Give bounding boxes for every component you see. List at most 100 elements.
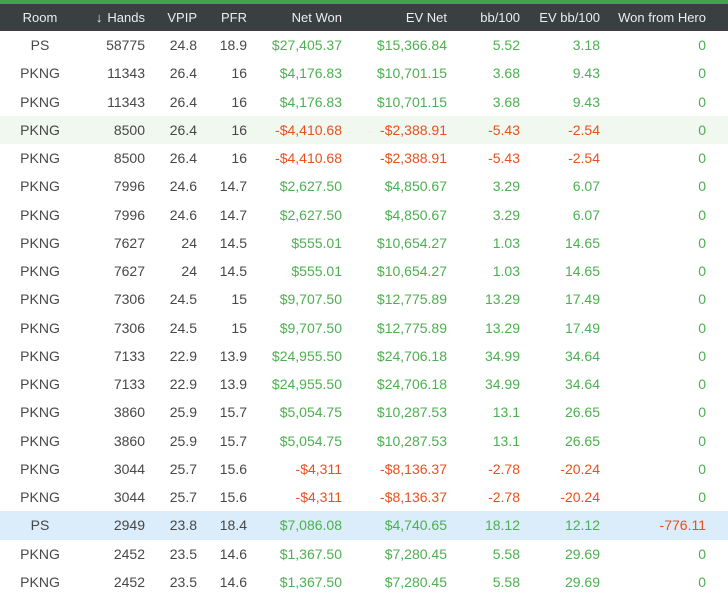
cell-net_won: $4,176.83 bbox=[279, 93, 342, 110]
cell-won_from_hero: 0 bbox=[698, 206, 706, 223]
cell-ev_net: -$2,388.91 bbox=[380, 121, 447, 138]
cell-room: PKNG bbox=[20, 234, 60, 251]
cell-pfr: 14.5 bbox=[219, 234, 247, 251]
table-row[interactable]: PKNG 3860 25.9 15.7 $5,054.75 $10,287.53 13.1 2… bbox=[0, 398, 728, 426]
cell-ev_bb100: 9.43 bbox=[572, 93, 600, 110]
cell-ev_bb100: 9.43 bbox=[572, 65, 600, 82]
column-header-ev_net[interactable]: EV Net bbox=[342, 4, 447, 31]
cell-bb100: 1.03 bbox=[492, 234, 520, 251]
table-row[interactable]: PKNG 7627 24 14.5 $555.01 $10,654.27 1.03 14.65… bbox=[0, 257, 728, 285]
cell-ev_bb100: 6.07 bbox=[572, 206, 600, 223]
cell-hands: 58775 bbox=[106, 37, 145, 54]
cell-net_won: $5,054.75 bbox=[279, 404, 342, 421]
cell-net_won: $555.01 bbox=[291, 234, 342, 251]
cell-vpip: 24.8 bbox=[169, 37, 197, 54]
cell-hands: 7996 bbox=[113, 206, 145, 223]
cell-hands: 7627 bbox=[113, 263, 145, 280]
cell-bb100: -5.43 bbox=[488, 121, 520, 138]
cell-net_won: $7,086.08 bbox=[279, 517, 342, 534]
cell-pfr: 18.4 bbox=[219, 517, 247, 534]
cell-pfr: 14.6 bbox=[219, 545, 247, 562]
column-header-room[interactable]: Room bbox=[0, 4, 80, 31]
cell-vpip: 26.4 bbox=[169, 93, 197, 110]
cell-vpip: 23.5 bbox=[169, 573, 197, 590]
cell-pfr: 15.7 bbox=[219, 404, 247, 421]
table-row[interactable]: PKNG 3044 25.7 15.6 -$4,311 -$8,136.37 -2.78 -2… bbox=[0, 483, 728, 511]
cell-ev_bb100: 14.65 bbox=[564, 263, 600, 280]
cell-ev_bb100: -20.24 bbox=[560, 460, 600, 477]
column-header-net_won[interactable]: Net Won bbox=[247, 4, 342, 31]
cell-ev_net: $7,280.45 bbox=[384, 573, 447, 590]
table-row[interactable]: PKNG 11343 26.4 16 $4,176.83 $10,701.15 3.68 9.… bbox=[0, 59, 728, 87]
cell-bb100: 5.58 bbox=[492, 545, 520, 562]
cell-ev_net: -$8,136.37 bbox=[380, 489, 447, 506]
cell-ev_net: $10,287.53 bbox=[376, 432, 447, 449]
cell-vpip: 24 bbox=[181, 263, 197, 280]
cell-ev_bb100: -20.24 bbox=[560, 489, 600, 506]
cell-ev_net: $10,654.27 bbox=[376, 263, 447, 280]
cell-pfr: 15 bbox=[231, 319, 247, 336]
table-row[interactable]: PKNG 8500 26.4 16 -$4,410.68 -$2,388.91 -5.43 -… bbox=[0, 115, 728, 144]
column-header-bb100[interactable]: bb/100 bbox=[447, 4, 520, 31]
column-header-vpip[interactable]: VPIP bbox=[145, 4, 197, 31]
column-header-ev_bb100[interactable]: EV bb/100 bbox=[520, 4, 600, 31]
cell-ev_net: $10,701.15 bbox=[376, 65, 447, 82]
cell-pfr: 14.5 bbox=[219, 263, 247, 280]
table-row[interactable]: PKNG 7306 24.5 15 $9,707.50 $12,775.89 13.29 17… bbox=[0, 285, 728, 313]
header-row: Room ↓ Hands VPIP PFR Net Won EV Net bb/100 EV b… bbox=[0, 4, 728, 31]
cell-hands: 7996 bbox=[113, 178, 145, 195]
cell-ev_bb100: 34.64 bbox=[564, 347, 600, 364]
cell-won_from_hero: 0 bbox=[698, 319, 706, 336]
cell-bb100: 13.29 bbox=[484, 319, 520, 336]
table-row[interactable]: PS 2949 23.8 18.4 $7,086.08 $4,740.65 18.12 12.… bbox=[0, 511, 728, 540]
column-header-label: VPIP bbox=[167, 10, 197, 25]
cell-room: PKNG bbox=[20, 573, 60, 590]
cell-won_from_hero: 0 bbox=[698, 178, 706, 195]
cell-bb100: 13.1 bbox=[492, 432, 520, 449]
table-row[interactable]: PKNG 2452 23.5 14.6 $1,367.50 $7,280.45 5.58 29… bbox=[0, 540, 728, 568]
table-row[interactable]: PKNG 3044 25.7 15.6 -$4,311 -$8,136.37 -2.78 -2… bbox=[0, 455, 728, 483]
column-header-label: Hands bbox=[107, 10, 145, 25]
column-header-pfr[interactable]: PFR bbox=[197, 4, 247, 31]
table-row[interactable]: PKNG 7996 24.6 14.7 $2,627.50 $4,850.67 3.29 6.… bbox=[0, 201, 728, 229]
table-row[interactable]: PKNG 3860 25.9 15.7 $5,054.75 $10,287.53 13.1 2… bbox=[0, 427, 728, 455]
stats-table: Room ↓ Hands VPIP PFR Net Won EV Net bb/100 EV b… bbox=[0, 4, 728, 596]
cell-ev_bb100: 26.65 bbox=[564, 432, 600, 449]
table-row[interactable]: PKNG 7627 24 14.5 $555.01 $10,654.27 1.03 14.65… bbox=[0, 229, 728, 257]
column-header-won_from_hero[interactable]: Won from Hero bbox=[600, 4, 728, 31]
cell-vpip: 25.7 bbox=[169, 460, 197, 477]
table-row[interactable]: PKNG 7306 24.5 15 $9,707.50 $12,775.89 13.29 17… bbox=[0, 314, 728, 342]
table-row[interactable]: PKNG 11343 26.4 16 $4,176.83 $10,701.15 3.68 9.… bbox=[0, 88, 728, 116]
cell-ev_net: $15,366.84 bbox=[376, 37, 447, 54]
cell-hands: 8500 bbox=[113, 150, 145, 167]
cell-ev_net: $4,850.67 bbox=[384, 178, 447, 195]
cell-bb100: 34.99 bbox=[484, 347, 520, 364]
table-body: PS 58775 24.8 18.9 $27,405.37 $15,366.84 5.52 3… bbox=[0, 31, 728, 596]
cell-hands: 3044 bbox=[113, 489, 145, 506]
cell-room: PKNG bbox=[20, 263, 60, 280]
table-row[interactable]: PKNG 7996 24.6 14.7 $2,627.50 $4,850.67 3.29 6.… bbox=[0, 172, 728, 200]
cell-ev_bb100: 12.12 bbox=[564, 517, 600, 534]
cell-ev_net: $10,701.15 bbox=[376, 93, 447, 110]
table-row[interactable]: PKNG 7133 22.9 13.9 $24,955.50 $24,706.18 34.9… bbox=[0, 370, 728, 398]
cell-pfr: 14.6 bbox=[219, 573, 247, 590]
cell-net_won: -$4,311 bbox=[295, 489, 342, 506]
table-row[interactable]: PKNG 2452 23.5 14.6 $1,367.50 $7,280.45 5.58 29… bbox=[0, 568, 728, 596]
cell-bb100: 5.58 bbox=[492, 573, 520, 590]
cell-net_won: $2,627.50 bbox=[279, 206, 342, 223]
cell-ev_net: $4,850.67 bbox=[384, 206, 447, 223]
cell-room: PKNG bbox=[20, 150, 60, 167]
cell-room: PKNG bbox=[20, 376, 60, 393]
cell-ev_net: $24,706.18 bbox=[376, 347, 447, 364]
cell-ev_bb100: 29.69 bbox=[564, 573, 600, 590]
cell-ev_bb100: 17.49 bbox=[564, 291, 600, 308]
cell-ev_net: -$2,388.91 bbox=[380, 150, 447, 167]
cell-bb100: 5.52 bbox=[492, 37, 520, 54]
column-header-label: EV bb/100 bbox=[539, 10, 600, 25]
cell-ev_bb100: 6.07 bbox=[572, 178, 600, 195]
column-header-hands[interactable]: ↓ Hands bbox=[80, 4, 145, 31]
table-row[interactable]: PKNG 7133 22.9 13.9 $24,955.50 $24,706.18 34.9… bbox=[0, 342, 728, 370]
table-row[interactable]: PKNG 8500 26.4 16 -$4,410.68 -$2,388.91 -5.43 -… bbox=[0, 144, 728, 172]
table-row[interactable]: PS 58775 24.8 18.9 $27,405.37 $15,366.84 5.52 3… bbox=[0, 31, 728, 59]
